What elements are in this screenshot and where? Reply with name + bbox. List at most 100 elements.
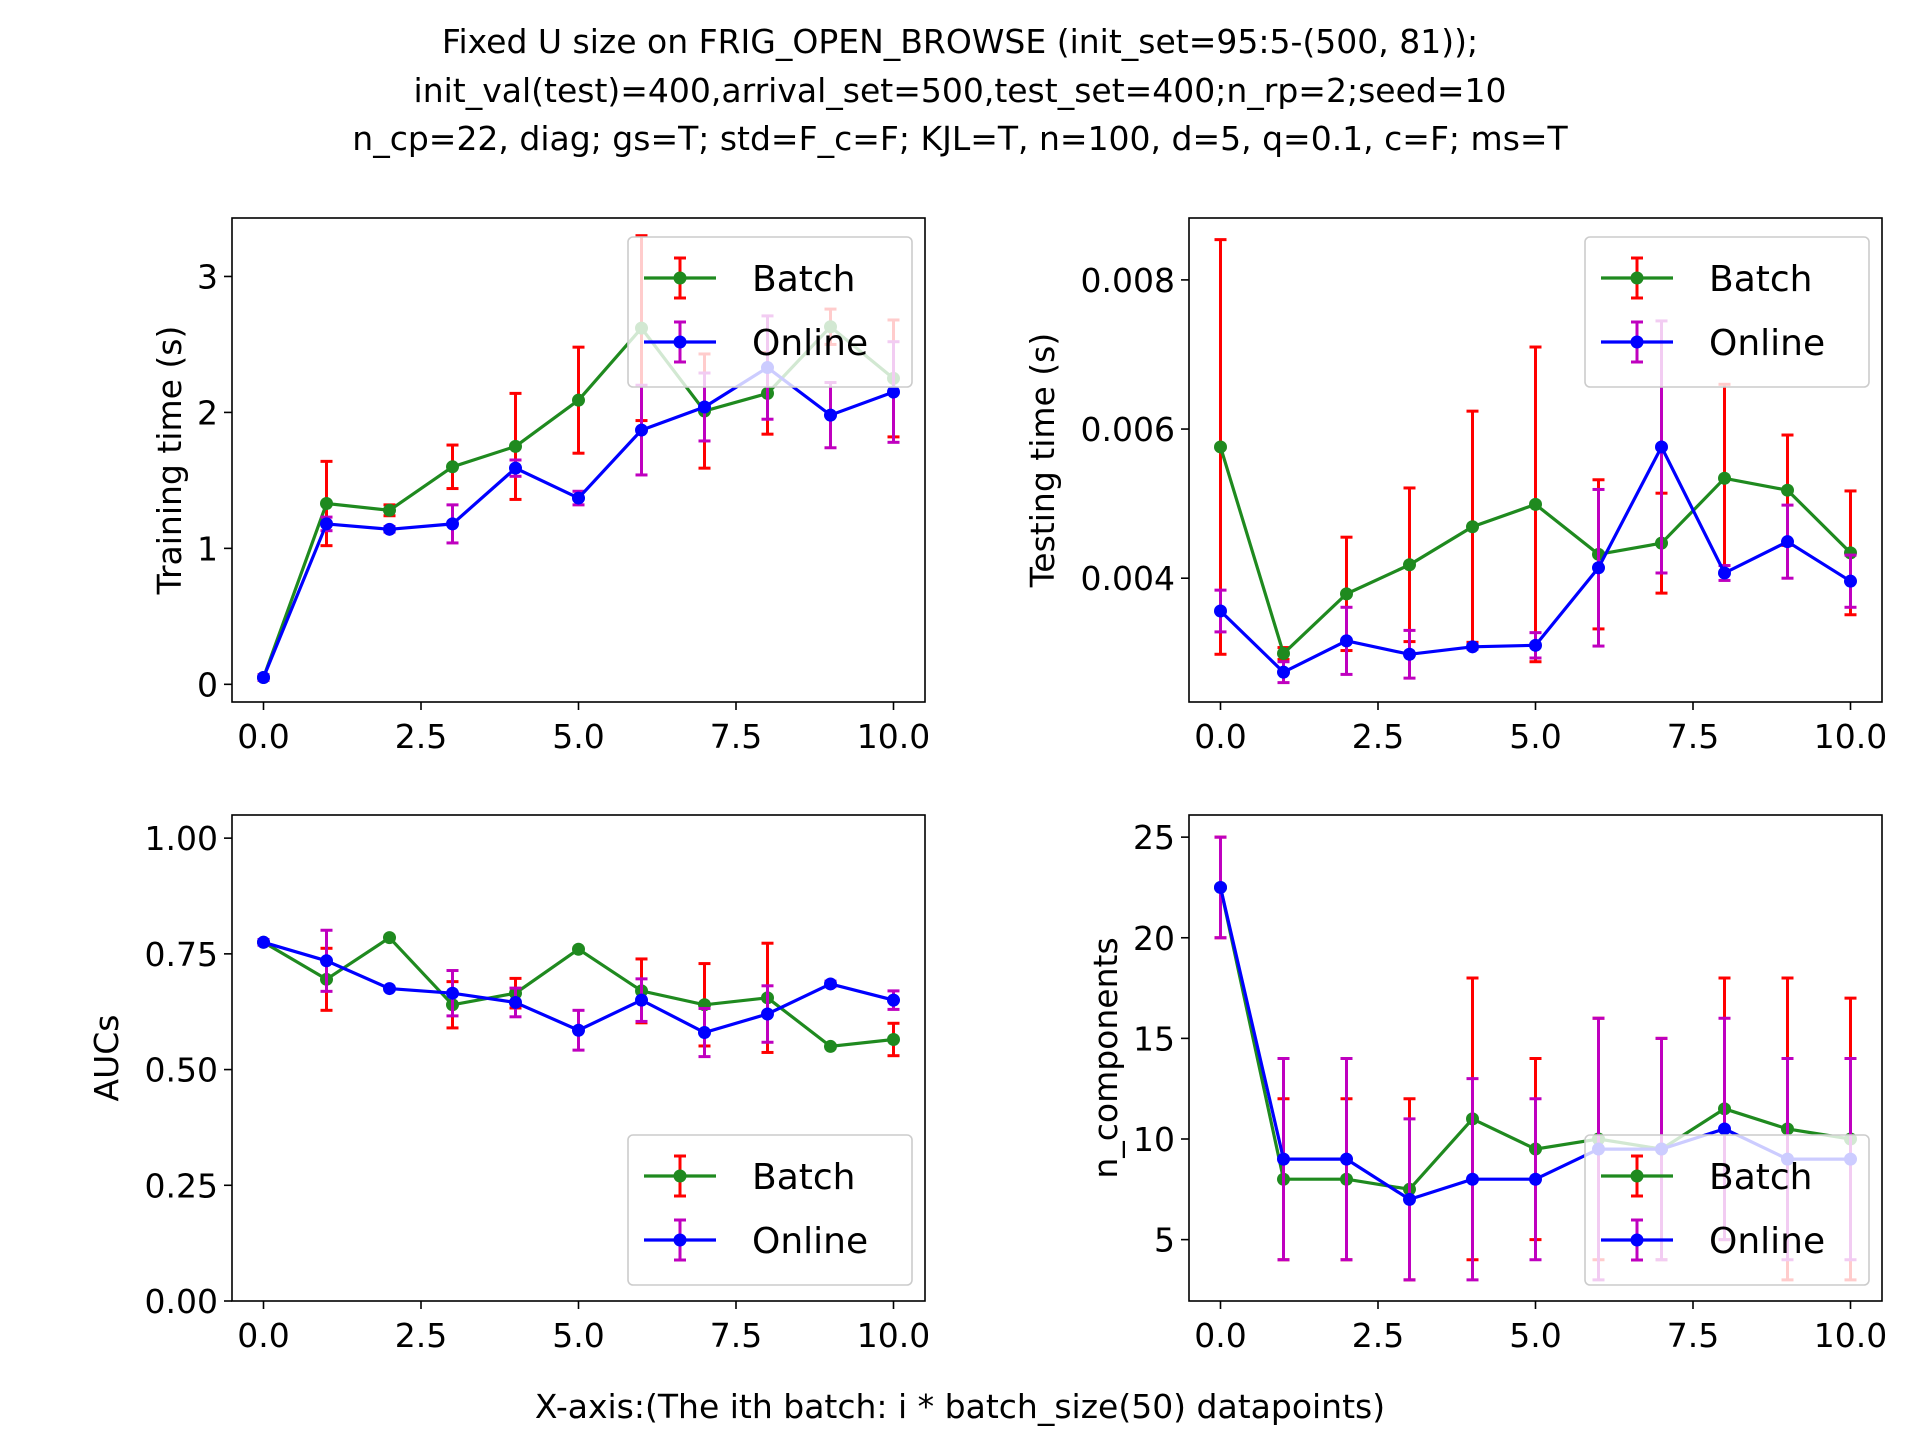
legend-marker <box>673 271 687 285</box>
data-point <box>1592 561 1605 575</box>
data-point <box>1277 647 1290 661</box>
y-tick-label: 3 <box>197 257 218 296</box>
legend-label: Batch <box>1709 259 1812 300</box>
data-point <box>509 995 522 1009</box>
x-tick-label: 2.5 <box>395 1316 447 1355</box>
data-point <box>1340 1152 1353 1166</box>
data-point <box>1466 640 1479 654</box>
subplot-4: 0.0 2.5 5.0 7.5 10.0 5 10 15 20 25 n_components Bat… <box>1086 814 1887 1355</box>
data-point <box>1718 566 1731 580</box>
data-point <box>635 993 648 1007</box>
data-point <box>383 522 396 536</box>
data-point <box>1529 497 1542 511</box>
legend: Batch Online <box>1584 1134 1870 1286</box>
data-point <box>446 460 459 474</box>
legend-box <box>1584 236 1870 388</box>
data-point <box>1781 535 1794 549</box>
data-point <box>1718 471 1731 485</box>
legend-marker <box>1630 1169 1644 1183</box>
data-point <box>320 954 333 968</box>
y-tick-label: 0.50 <box>145 1051 218 1090</box>
data-point <box>1844 574 1857 588</box>
y-tick-label: 10 <box>1133 1120 1175 1159</box>
y-tick-label: 20 <box>1133 919 1175 958</box>
data-point <box>509 461 522 475</box>
data-point <box>383 931 396 945</box>
subplot-3: 0.0 2.5 5.0 7.5 10.0 0.00 0.25 0.50 0.75 1.00 AUCs… <box>87 814 930 1355</box>
y-axis-label: Training time (s) <box>150 326 189 596</box>
data-point <box>572 491 585 505</box>
y-tick-label: 25 <box>1133 818 1175 857</box>
data-point <box>1403 647 1416 661</box>
figure-xlabel: X-axis:(The ith batch: i * batch_size(50… <box>535 1387 1385 1426</box>
figure-title-line-3: n_cp=22, diag; gs=T; std=F_c=F; KJL=T, n… <box>352 119 1568 158</box>
y-axis-label: n_components <box>1086 937 1125 1178</box>
x-tick-label: 2.5 <box>1352 1316 1404 1355</box>
legend-label: Batch <box>752 259 855 300</box>
x-tick-label: 10.0 <box>1814 717 1887 756</box>
y-tick-label: 0.008 <box>1081 261 1175 300</box>
legend-box <box>627 1134 913 1286</box>
data-point <box>446 517 459 531</box>
x-tick-label: 0.0 <box>237 717 289 756</box>
x-tick-label: 0.0 <box>1194 1316 1246 1355</box>
x-tick-label: 10.0 <box>1814 1316 1887 1355</box>
x-tick-label: 10.0 <box>857 1316 930 1355</box>
legend: Batch Online <box>1584 236 1870 388</box>
data-point <box>320 517 333 531</box>
y-tick-label: 1 <box>197 529 218 568</box>
legend-label: Online <box>752 1221 868 1262</box>
data-point <box>698 400 711 414</box>
y-axis-label: Testing time (s) <box>1023 333 1062 589</box>
x-tick-label: 5.0 <box>552 1316 604 1355</box>
figure-title-line-1: Fixed U size on FRIG_OPEN_BROWSE (init_s… <box>442 22 1478 61</box>
data-point <box>509 439 522 453</box>
y-tick-label: 0.25 <box>145 1166 218 1205</box>
data-point <box>824 1039 837 1053</box>
data-point <box>887 1032 900 1046</box>
data-point <box>1214 604 1227 618</box>
series-online <box>257 928 900 1059</box>
data-point <box>635 423 648 437</box>
data-point <box>572 1023 585 1037</box>
data-point <box>824 977 837 991</box>
legend-box <box>627 236 913 388</box>
data-point <box>1529 638 1542 652</box>
data-point <box>572 393 585 407</box>
x-tick-label: 5.0 <box>1509 1316 1561 1355</box>
y-tick-label: 0 <box>197 665 218 704</box>
data-point <box>1340 634 1353 648</box>
plot-area <box>257 928 900 1059</box>
data-point <box>1214 880 1227 894</box>
y-tick-label: 0.006 <box>1081 410 1175 449</box>
data-point <box>887 993 900 1007</box>
data-point <box>1466 1172 1479 1186</box>
subplot-2: 0.0 2.5 5.0 7.5 10.0 0.004 0.006 0.008 Testing t… <box>1023 217 1887 756</box>
y-tick-label: 0.004 <box>1081 559 1175 598</box>
x-tick-label: 2.5 <box>395 717 447 756</box>
x-tick-label: 7.5 <box>710 717 762 756</box>
legend-label: Online <box>1709 1221 1825 1262</box>
data-point <box>1277 665 1290 679</box>
x-tick-label: 7.5 <box>1667 1316 1719 1355</box>
data-point <box>320 497 333 511</box>
legend: Batch Online <box>627 236 913 388</box>
x-tick-label: 2.5 <box>1352 717 1404 756</box>
legend-marker <box>1630 1233 1644 1247</box>
legend-marker <box>673 1169 687 1183</box>
data-point <box>698 1026 711 1040</box>
legend-label: Batch <box>752 1157 855 1198</box>
x-tick-label: 5.0 <box>552 717 604 756</box>
data-point <box>1781 483 1794 497</box>
x-tick-label: 5.0 <box>1509 717 1561 756</box>
y-tick-label: 0.00 <box>145 1282 218 1321</box>
data-point <box>1403 558 1416 572</box>
legend-box <box>1584 1134 1870 1286</box>
data-point <box>1529 1172 1542 1186</box>
data-point <box>1403 1192 1416 1206</box>
x-tick-label: 7.5 <box>710 1316 762 1355</box>
data-point <box>1340 587 1353 601</box>
y-axis-label: AUCs <box>87 1015 126 1102</box>
